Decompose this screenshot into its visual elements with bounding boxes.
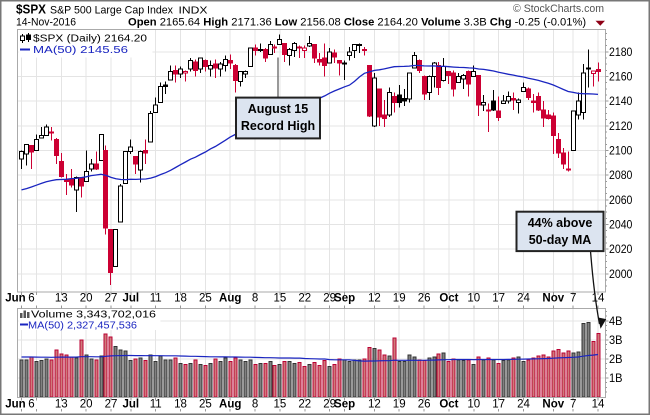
svg-text:1B: 1B xyxy=(609,373,623,385)
svg-text:17: 17 xyxy=(492,293,505,305)
svg-text:INDX: INDX xyxy=(179,6,208,17)
svg-text:22: 22 xyxy=(298,293,311,305)
svg-text:2060: 2060 xyxy=(609,195,632,207)
svg-text:August 15: August 15 xyxy=(248,102,308,116)
svg-text:Jul: Jul xyxy=(122,399,139,411)
svg-text:Oct: Oct xyxy=(439,399,458,411)
svg-text:44% above: 44% above xyxy=(528,216,593,230)
svg-text:8: 8 xyxy=(252,399,258,411)
svg-text:18: 18 xyxy=(174,399,187,411)
svg-text:6: 6 xyxy=(28,293,34,305)
svg-text:© StockCharts.com: © StockCharts.com xyxy=(513,3,604,15)
svg-text:Sep: Sep xyxy=(334,399,355,411)
svg-text:Open 2165.64 High 2171.36 Low: Open 2165.64 High 2171.36 Low 2156.08 Cl… xyxy=(128,17,586,29)
svg-text:15: 15 xyxy=(274,293,287,305)
svg-text:13: 13 xyxy=(55,293,68,305)
svg-text:25: 25 xyxy=(199,293,212,305)
svg-text:2020: 2020 xyxy=(609,244,632,256)
svg-text:10: 10 xyxy=(467,293,480,305)
svg-text:6: 6 xyxy=(28,399,34,411)
svg-text:S&P 500 Large Cap Index: S&P 500 Large Cap Index xyxy=(50,5,173,17)
svg-text:2140: 2140 xyxy=(609,96,632,108)
svg-text:14: 14 xyxy=(592,399,605,411)
svg-text:8: 8 xyxy=(252,293,258,305)
svg-text:20: 20 xyxy=(80,399,93,411)
svg-text:29: 29 xyxy=(323,293,336,305)
svg-text:10: 10 xyxy=(467,399,480,411)
svg-text:7: 7 xyxy=(570,293,576,305)
svg-text:14: 14 xyxy=(592,293,605,305)
svg-text:2160: 2160 xyxy=(609,72,632,84)
svg-text:12: 12 xyxy=(368,399,381,411)
svg-text:25: 25 xyxy=(199,399,212,411)
svg-text:12: 12 xyxy=(368,293,381,305)
svg-text:2100: 2100 xyxy=(609,146,632,158)
svg-text:3B: 3B xyxy=(609,335,623,347)
svg-text:19: 19 xyxy=(393,293,406,305)
svg-text:29: 29 xyxy=(323,399,336,411)
svg-text:2040: 2040 xyxy=(609,219,632,231)
svg-text:4B: 4B xyxy=(609,316,623,328)
svg-text:Jul: Jul xyxy=(122,293,139,305)
svg-text:Volume 3,343,702,016: Volume 3,343,702,016 xyxy=(31,310,157,321)
svg-text:18: 18 xyxy=(174,293,187,305)
svg-text:26: 26 xyxy=(418,399,431,411)
svg-text:Nov: Nov xyxy=(542,293,564,305)
svg-text:Aug: Aug xyxy=(219,399,241,411)
svg-text:MA(50) 2145.56: MA(50) 2145.56 xyxy=(33,45,129,56)
svg-text:Oct: Oct xyxy=(439,293,458,305)
svg-text:24: 24 xyxy=(517,399,530,411)
svg-text:50-day MA: 50-day MA xyxy=(529,233,592,247)
svg-text:Aug: Aug xyxy=(219,293,241,305)
svg-text:2B: 2B xyxy=(609,354,623,366)
svg-text:20: 20 xyxy=(80,293,93,305)
svg-text:2180: 2180 xyxy=(609,47,632,59)
svg-text:11: 11 xyxy=(150,293,162,305)
svg-text:24: 24 xyxy=(517,293,530,305)
svg-text:14-Nov-2016: 14-Nov-2016 xyxy=(16,17,76,29)
svg-text:MA(50) 2,327,457,536: MA(50) 2,327,457,536 xyxy=(28,321,137,332)
svg-text:Nov: Nov xyxy=(542,399,564,411)
svg-text:19: 19 xyxy=(393,399,406,411)
svg-text:22: 22 xyxy=(298,399,311,411)
svg-text:2000: 2000 xyxy=(609,269,632,281)
svg-text:27: 27 xyxy=(105,293,118,305)
svg-text:Record High: Record High xyxy=(241,119,315,133)
svg-text:15: 15 xyxy=(274,399,287,411)
svg-text:26: 26 xyxy=(418,293,431,305)
svg-text:2120: 2120 xyxy=(609,121,632,133)
svg-text:7: 7 xyxy=(570,399,576,411)
svg-text:13: 13 xyxy=(55,399,68,411)
svg-text:Jun: Jun xyxy=(5,293,25,305)
svg-text:27: 27 xyxy=(105,399,118,411)
svg-text:$SPX: $SPX xyxy=(16,2,46,17)
svg-text:Sep: Sep xyxy=(334,293,355,305)
svg-text:Jun: Jun xyxy=(5,399,25,411)
svg-text:17: 17 xyxy=(492,399,505,411)
svg-text:2080: 2080 xyxy=(609,170,632,182)
svg-text:$SPX (Daily) 2164.20: $SPX (Daily) 2164.20 xyxy=(33,34,148,45)
svg-text:11: 11 xyxy=(150,399,162,411)
